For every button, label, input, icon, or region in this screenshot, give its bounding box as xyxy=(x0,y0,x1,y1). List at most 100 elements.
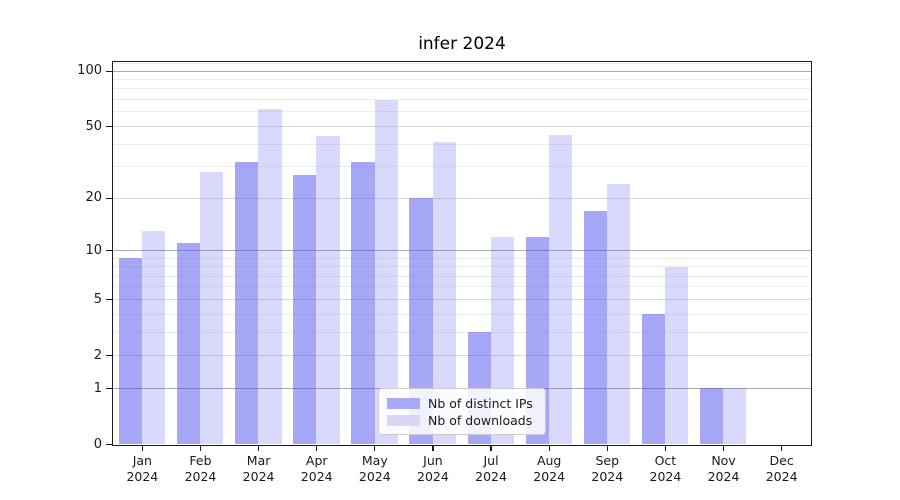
x-tick-label-may: May 2024 xyxy=(346,453,404,484)
bar-downloads-feb xyxy=(200,172,224,445)
gridline-20 xyxy=(113,197,811,199)
x-tick-year: 2024 xyxy=(533,468,566,484)
bar-distinct-ips-feb xyxy=(176,243,201,445)
gridline-40 xyxy=(113,143,811,145)
x-tick-year: 2024 xyxy=(358,468,391,484)
bar-downloads-nov xyxy=(723,388,747,445)
bar-distinct-ips-jun xyxy=(409,198,433,445)
bar-distinct-ips-may xyxy=(351,161,375,445)
gridline-7 xyxy=(113,275,811,277)
x-tick-label-oct: Oct 2024 xyxy=(636,453,694,484)
legend-item-downloads: Nb of downloads xyxy=(387,412,537,429)
gridline-3 xyxy=(113,331,811,333)
legend-swatch-distinct-ips xyxy=(387,398,420,409)
gridline-6 xyxy=(113,286,811,288)
x-tick-label-jun: Jun 2024 xyxy=(404,453,462,484)
bar-downloads-sep xyxy=(606,184,631,445)
x-tick-label-jan: Jan 2024 xyxy=(113,453,171,484)
y-tick-label-50: 50 xyxy=(85,118,102,134)
y-tick-2 xyxy=(106,355,112,357)
x-tick-label-sep: Sep 2024 xyxy=(578,453,636,484)
gridline-80 xyxy=(113,88,811,90)
plot-area xyxy=(112,61,812,446)
gridline-30 xyxy=(113,166,811,168)
x-tick-oct xyxy=(664,446,667,451)
gridline-2 xyxy=(113,355,811,357)
gridline-9 xyxy=(113,257,811,259)
x-tick-month: Nov xyxy=(711,453,736,468)
x-tick-month: Oct xyxy=(654,453,677,468)
legend-item-distinct-ips: Nb of distinct IPs xyxy=(387,395,537,412)
bar-downloads-may xyxy=(374,99,398,445)
x-tick-month: Aug xyxy=(536,453,562,468)
y-tick-label-5: 5 xyxy=(93,291,102,307)
gridline-60 xyxy=(113,111,811,113)
gridline-70 xyxy=(113,99,811,101)
gridline-100 xyxy=(113,70,811,72)
bar-distinct-ips-sep xyxy=(583,210,607,445)
y-tick-20 xyxy=(106,197,112,200)
x-tick-aug xyxy=(548,446,550,451)
y-tick-label-0: 0 xyxy=(93,436,102,452)
x-tick-year: 2024 xyxy=(707,468,740,484)
x-tick-dec xyxy=(780,446,783,451)
y-tick-label-10: 10 xyxy=(85,242,102,258)
gridline-110 xyxy=(113,62,811,64)
bar-distinct-ips-mar xyxy=(235,161,259,445)
legend-swatch-downloads xyxy=(387,415,420,426)
bar-distinct-ips-jan xyxy=(118,258,143,445)
gridline-90 xyxy=(113,79,811,80)
x-tick-month: Jan xyxy=(132,453,152,468)
y-tick-label-100: 100 xyxy=(77,63,102,79)
x-tick-label-jul: Jul 2024 xyxy=(462,453,520,484)
x-tick-year: 2024 xyxy=(649,468,682,484)
x-tick-year: 2024 xyxy=(184,468,217,484)
x-tick-label-aug: Aug 2024 xyxy=(520,453,578,484)
x-tick-month: Sep xyxy=(595,453,620,468)
bar-distinct-ips-nov xyxy=(699,388,724,445)
gridline-5 xyxy=(113,298,811,300)
x-tick-sep xyxy=(606,446,608,451)
x-tick-year: 2024 xyxy=(242,468,275,484)
gridline-4 xyxy=(113,313,811,315)
y-tick-label-2: 2 xyxy=(93,347,102,363)
x-tick-month: Mar xyxy=(246,453,271,468)
x-tick-year: 2024 xyxy=(591,468,624,484)
x-tick-label-nov: Nov 2024 xyxy=(695,453,753,484)
bar-downloads-aug xyxy=(548,134,573,445)
x-tick-year: 2024 xyxy=(475,468,507,484)
legend-label-distinct-ips: Nb of distinct IPs xyxy=(428,396,533,411)
x-tick-month: Jun xyxy=(423,453,443,468)
bar-downloads-apr xyxy=(316,136,340,445)
gridline-8 xyxy=(113,266,811,268)
bar-downloads-mar xyxy=(258,109,282,445)
y-tick-10 xyxy=(106,250,112,252)
y-tick-100 xyxy=(106,70,112,73)
y-tick-label-20: 20 xyxy=(85,190,102,206)
x-tick-month: Jul xyxy=(483,453,499,468)
bar-downloads-jan xyxy=(142,230,166,445)
x-tick-nov xyxy=(722,446,725,451)
x-tick-year: 2024 xyxy=(126,468,159,484)
x-tick-label-feb: Feb 2024 xyxy=(171,453,229,484)
x-tick-jun xyxy=(432,446,434,451)
x-tick-year: 2024 xyxy=(300,468,333,484)
x-tick-month: Apr xyxy=(305,453,328,468)
y-tick-50 xyxy=(106,126,112,128)
x-tick-jan xyxy=(141,446,143,451)
bar-downloads-oct xyxy=(665,266,689,445)
x-tick-label-mar: Mar 2024 xyxy=(230,453,288,484)
x-tick-feb xyxy=(199,446,202,451)
gridline-10 xyxy=(113,249,811,251)
bar-downloads-jun xyxy=(432,142,456,445)
x-tick-label-dec: Dec 2024 xyxy=(753,453,811,484)
x-tick-month: Feb xyxy=(189,453,212,468)
x-tick-apr xyxy=(316,446,318,451)
gridline-50 xyxy=(113,125,811,127)
x-tick-may xyxy=(374,446,376,451)
bar-distinct-ips-oct xyxy=(641,314,666,445)
x-tick-year: 2024 xyxy=(765,468,798,484)
legend: Nb of distinct IPs Nb of downloads xyxy=(378,388,546,435)
x-tick-mar xyxy=(257,446,260,451)
